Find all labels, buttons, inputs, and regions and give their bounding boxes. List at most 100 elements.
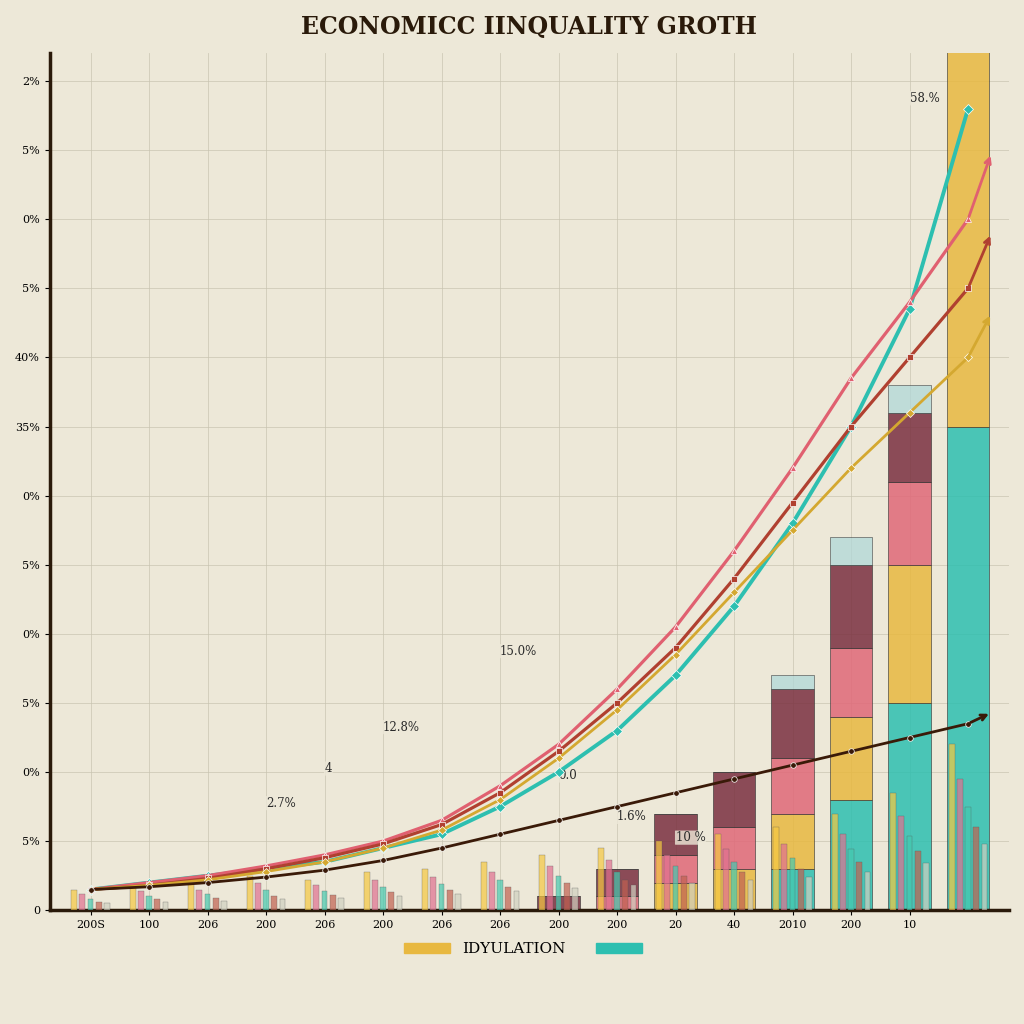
Text: 0.0: 0.0 [558, 769, 578, 782]
Bar [654, 813, 696, 855]
Bar [947, 0, 989, 12]
Bar [623, 880, 628, 910]
Bar [322, 891, 328, 910]
Bar [748, 880, 754, 910]
Bar [974, 827, 979, 910]
Bar [155, 899, 160, 910]
Bar [247, 876, 253, 910]
Bar [723, 850, 729, 910]
Text: 1.6%: 1.6% [617, 810, 647, 823]
Bar [830, 800, 872, 910]
Bar [790, 858, 796, 910]
Bar [923, 863, 929, 910]
Bar [313, 886, 319, 910]
Bar [654, 855, 696, 883]
Bar [781, 844, 787, 910]
Text: 4: 4 [325, 762, 332, 775]
Bar [773, 827, 779, 910]
Bar [830, 717, 872, 800]
Bar [330, 895, 336, 910]
Bar [205, 894, 211, 910]
Bar [305, 880, 311, 910]
Bar [364, 871, 370, 910]
Bar [380, 887, 386, 910]
Bar [488, 871, 495, 910]
Bar [538, 896, 580, 910]
Bar [280, 899, 286, 910]
Bar [681, 876, 687, 910]
Bar [480, 862, 486, 910]
Bar [982, 844, 987, 910]
Bar [596, 868, 638, 896]
Bar [104, 903, 110, 910]
Bar [438, 884, 444, 910]
Bar [396, 896, 402, 910]
Bar [72, 890, 77, 910]
Bar [715, 835, 721, 910]
Bar [848, 850, 854, 910]
Text: 2.7%: 2.7% [266, 797, 296, 810]
Text: 15.0%: 15.0% [500, 644, 538, 657]
Bar [130, 886, 135, 910]
Bar [830, 647, 872, 717]
Bar [889, 385, 931, 413]
Bar [446, 890, 453, 910]
Bar [914, 851, 921, 910]
Bar [197, 890, 203, 910]
Bar [572, 888, 578, 910]
Bar [631, 886, 636, 910]
Bar [889, 702, 931, 910]
Text: 10 %: 10 % [676, 831, 706, 844]
Bar [771, 758, 814, 813]
Bar [271, 896, 278, 910]
Bar [889, 413, 931, 482]
Bar [949, 744, 954, 910]
Bar [898, 816, 904, 910]
Bar [564, 883, 569, 910]
Bar [771, 813, 814, 868]
Bar [889, 565, 931, 702]
Bar [430, 878, 436, 910]
Bar [906, 836, 912, 910]
Bar [713, 868, 755, 910]
Bar [665, 855, 671, 910]
Bar [422, 868, 428, 910]
Bar [739, 871, 745, 910]
Bar [840, 835, 846, 910]
Title: ECONOMICC IINQUALITY GROTH: ECONOMICC IINQUALITY GROTH [301, 15, 758, 39]
Bar [606, 860, 611, 910]
Bar [889, 482, 931, 565]
Bar [497, 880, 503, 910]
Bar [540, 855, 545, 910]
Bar [864, 871, 870, 910]
Bar [88, 899, 93, 910]
Bar [505, 887, 511, 910]
Bar [771, 689, 814, 758]
Legend: IDYULATION, : IDYULATION, [398, 936, 660, 963]
Bar [96, 902, 101, 910]
Text: 58.%: 58.% [909, 92, 939, 104]
Bar [656, 841, 663, 910]
Bar [673, 866, 679, 910]
Bar [856, 862, 862, 910]
Bar [798, 868, 804, 910]
Bar [388, 892, 394, 910]
Bar [890, 793, 896, 910]
Bar [598, 848, 603, 910]
Bar [80, 894, 85, 910]
Bar [213, 898, 219, 910]
Bar [163, 902, 168, 910]
Bar [263, 890, 269, 910]
Bar [966, 807, 971, 910]
Bar [513, 891, 519, 910]
Bar [830, 538, 872, 565]
Bar [713, 772, 755, 827]
Bar [614, 871, 620, 910]
Bar [596, 896, 638, 910]
Bar [372, 880, 378, 910]
Bar [957, 779, 963, 910]
Bar [556, 876, 561, 910]
Bar [255, 883, 261, 910]
Bar [947, 427, 989, 910]
Bar [831, 813, 838, 910]
